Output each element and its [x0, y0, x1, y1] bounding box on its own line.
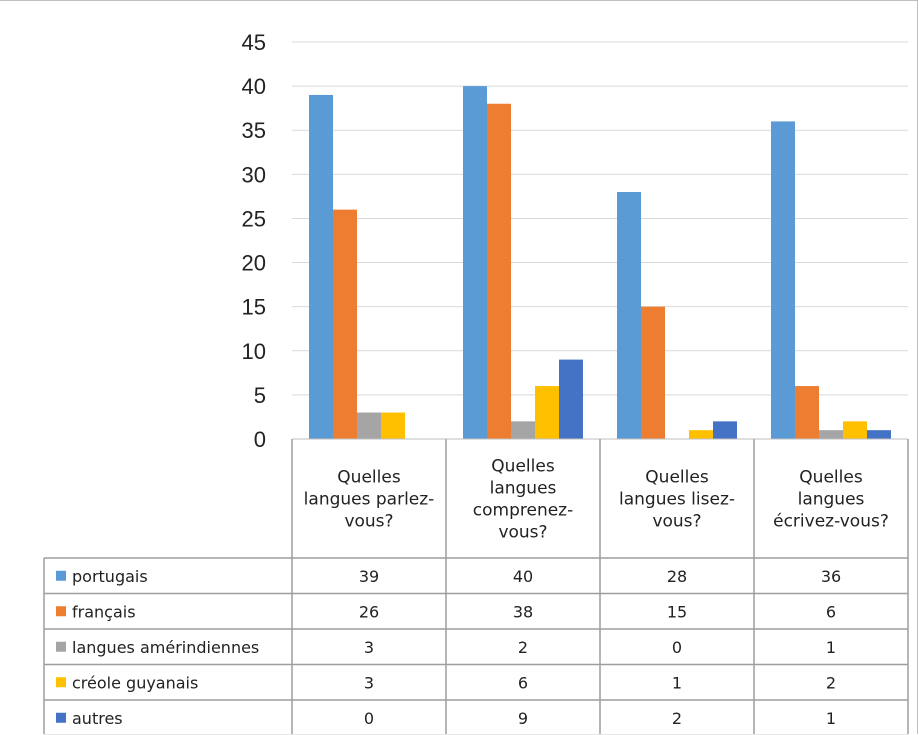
series-name: langues amérindiennes [72, 638, 259, 657]
legend-key-langues-amérindiennes [56, 641, 66, 652]
data-label: 3 [364, 638, 374, 657]
bar-créole-guyanais-3 [843, 421, 867, 439]
data-label: 1 [826, 709, 836, 728]
y-tick-label: 25 [242, 206, 266, 231]
y-tick-label: 0 [254, 427, 266, 452]
data-label: 2 [826, 673, 836, 692]
data-label: 1 [672, 673, 682, 692]
legend-key-français [56, 606, 66, 617]
y-tick-label: 40 [242, 74, 266, 99]
data-label: 3 [364, 673, 374, 692]
y-tick-label: 20 [242, 251, 266, 276]
y-tick-label: 30 [242, 162, 266, 187]
bar-français-0 [333, 209, 357, 439]
data-label: 2 [518, 638, 528, 657]
series-name: autres [72, 709, 123, 728]
data-label: 38 [513, 602, 533, 621]
category-label: Quelles langues écrivez-vous? [773, 468, 889, 532]
bar-français-3 [795, 386, 819, 439]
y-tick-label: 15 [242, 295, 266, 320]
y-tick-label: 10 [242, 339, 266, 364]
series-name: portugais [72, 567, 148, 586]
bar-langues-amérindiennes-3 [819, 430, 843, 439]
data-label: 26 [359, 602, 379, 621]
y-tick-label: 45 [242, 30, 266, 55]
series-name: créole guyanais [72, 673, 198, 692]
legend-key-autres [56, 712, 66, 723]
data-label: 36 [821, 567, 841, 586]
data-label: 9 [518, 709, 528, 728]
legend-key-portugais [56, 570, 66, 581]
bar-autres-3 [867, 430, 891, 439]
data-label: 1 [826, 638, 836, 657]
category-label: Quelles langues parlez-vous? [304, 468, 435, 532]
bar-français-2 [641, 306, 665, 439]
legend-key-créole-guyanais [56, 677, 66, 688]
data-label: 39 [359, 567, 379, 586]
bar-créole-guyanais-1 [535, 386, 559, 439]
category-label: Quelles langues lisez-vous? [619, 468, 735, 532]
y-tick-label: 5 [254, 383, 266, 408]
y-tick-label: 35 [242, 118, 266, 143]
data-label: 2 [672, 709, 682, 728]
bar-autres-1 [559, 359, 583, 439]
bar-français-1 [487, 103, 511, 439]
bar-autres-2 [713, 421, 737, 439]
data-label: 28 [667, 567, 687, 586]
bar-portugais-3 [771, 121, 795, 440]
bar-créole-guyanais-0 [381, 412, 405, 439]
bar-créole-guyanais-2 [689, 430, 713, 439]
category-label: Quelles langues comprenez-vous? [473, 457, 573, 543]
bar-langues-amérindiennes-0 [357, 412, 381, 439]
bar-langues-amérindiennes-1 [511, 421, 535, 439]
data-label: 15 [667, 602, 687, 621]
data-label: 40 [513, 567, 533, 586]
data-label: 0 [364, 709, 374, 728]
data-label: 0 [672, 638, 682, 657]
bar-portugais-2 [617, 191, 641, 439]
bar-portugais-0 [309, 94, 333, 439]
bar-portugais-1 [463, 86, 487, 439]
series-name: français [72, 602, 136, 621]
data-label: 6 [518, 673, 528, 692]
data-label: 6 [826, 602, 836, 621]
